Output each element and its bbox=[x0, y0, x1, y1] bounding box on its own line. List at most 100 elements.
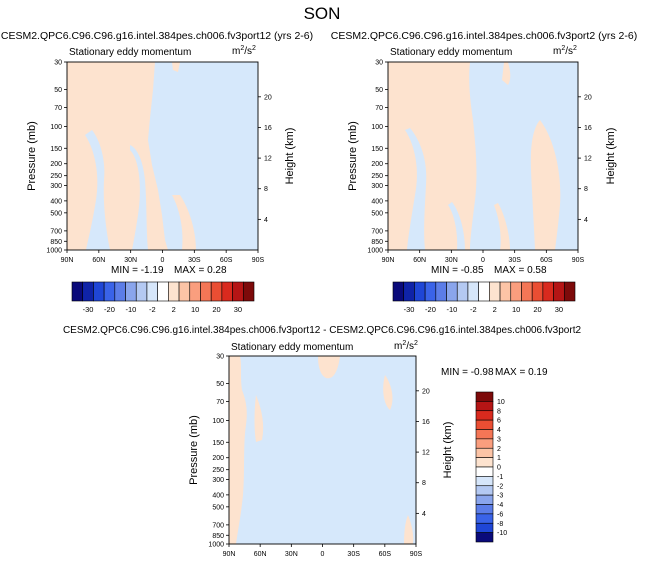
panel-1-xtick-label: 30N bbox=[124, 257, 137, 264]
panel-2-colorbar-box bbox=[456, 281, 469, 302]
panel-1-xtick-label: 60N bbox=[92, 257, 105, 264]
panel-1-colorbar: -30 -20 -10 -2 2 10 20 30 bbox=[71, 281, 255, 314]
panel-2-colorbar-label: 10 bbox=[512, 305, 520, 314]
panel-1-colorbar-box bbox=[135, 281, 148, 302]
panel-2-colorbar-box bbox=[424, 281, 437, 302]
panel-2-plot-area bbox=[387, 61, 579, 251]
panel-2-colorbar-box bbox=[489, 281, 501, 302]
panel-1-colorbar-box bbox=[200, 281, 212, 302]
page-title: SON bbox=[304, 4, 341, 23]
panel-3-colorbar-box bbox=[475, 494, 494, 505]
panel-1-colorbar-box bbox=[168, 281, 180, 302]
panel-3-y2tick-label: 16 bbox=[422, 419, 430, 426]
panel-2-ytick-label: 100 bbox=[371, 124, 383, 131]
panel-3-ytick-label: 1000 bbox=[208, 542, 224, 549]
panel-2-colorbar-box bbox=[531, 281, 544, 302]
panel-3-colorbar-box bbox=[475, 513, 494, 524]
panel-3-y2tick-label: 12 bbox=[422, 450, 430, 457]
panel-3-min: MIN = -0.98 bbox=[441, 367, 494, 378]
panel-2-ytick-label: 1000 bbox=[367, 248, 383, 255]
panel-1-xtick-label: 90S bbox=[252, 257, 265, 264]
panel-2-ytick-label: 150 bbox=[371, 146, 383, 153]
panel-3-colorbar-label: 0 bbox=[497, 465, 501, 472]
panel-3-ylabel: Pressure (mb) bbox=[188, 415, 200, 485]
panel-2-colorbar-box bbox=[563, 281, 576, 302]
panel-3-colorbar-box bbox=[475, 504, 494, 515]
panel-2-colorbar-box bbox=[553, 281, 565, 302]
panel-1-title: CESM2.QPC6.C96.C96.g16.intel.384pes.ch00… bbox=[1, 30, 313, 42]
panel-2-colorbar-box bbox=[510, 281, 522, 302]
panel-1: CESM2.QPC6.C96.C96.g16.intel.384pes.ch00… bbox=[1, 30, 313, 314]
panel-2-ytick-label: 70 bbox=[375, 105, 383, 112]
panel-3-xtick-label: 60S bbox=[379, 551, 392, 558]
panel-1-plot-area bbox=[66, 61, 259, 251]
panel-2-colorbar-box bbox=[499, 281, 512, 302]
panel-1-ytick-label: 100 bbox=[50, 124, 62, 131]
panel-2-y2-ticks: 20 16 12 8 4 bbox=[578, 94, 592, 224]
panel-1-colorbar-box bbox=[125, 281, 137, 302]
panel-2-y-ticks: 30 50 70 100 150 200 250 300 400 500 700 850 1000 bbox=[367, 60, 388, 255]
panel-1-y-ticks: 30 50 70 100 150 200 250 300 400 500 700 850 1000 bbox=[46, 60, 67, 255]
panel-3-y2tick-label: 4 bbox=[422, 511, 426, 518]
panel-3-colorbar-box bbox=[475, 485, 494, 496]
panel-3-xtick-label: 90N bbox=[223, 551, 236, 558]
panel-1-y2tick-label: 16 bbox=[264, 125, 272, 132]
panel-1-field-positive-patch2 bbox=[172, 62, 180, 72]
panel-1-ytick-label: 850 bbox=[50, 239, 62, 246]
panel-2-xtick-label: 30N bbox=[445, 257, 458, 264]
panel-1-ytick-label: 300 bbox=[50, 183, 62, 190]
panel-1-colorbar-box bbox=[242, 281, 255, 302]
panel-2-ytick-label: 500 bbox=[371, 210, 383, 217]
panel-3-colorbar-label: 4 bbox=[497, 427, 501, 434]
panel-3-max: MAX = 0.19 bbox=[495, 367, 548, 378]
panel-1-colorbar-label: -20 bbox=[104, 305, 115, 314]
panel-3-colorbar-label: -3 bbox=[497, 493, 503, 500]
panel-1-subtitle: Stationary eddy momentum bbox=[69, 47, 191, 58]
panel-2-colorbar-label: -20 bbox=[425, 305, 436, 314]
panel-2-colorbar-label: -10 bbox=[446, 305, 457, 314]
panel-1-colorbar-label: 30 bbox=[234, 305, 242, 314]
panel-2: CESM2.QPC6.C96.C96.g16.intel.384pes.ch00… bbox=[331, 30, 637, 314]
panel-2-colorbar-label: 2 bbox=[493, 305, 497, 314]
panel-3-colorbar-label: 8 bbox=[497, 408, 501, 415]
panel-2-colorbar-box bbox=[467, 281, 479, 302]
panel-2-colorbar: -30 -20 -10 -2 2 10 20 30 bbox=[392, 281, 576, 314]
panel-2-colorbar-box bbox=[521, 281, 533, 302]
panel-2-y2tick-label: 16 bbox=[584, 125, 592, 132]
panel-1-colorbar-box bbox=[221, 281, 233, 302]
panel-1-xtick-label: 60S bbox=[220, 257, 233, 264]
panel-2-field-positive-patch bbox=[502, 62, 511, 85]
panel-3-ytick-label: 300 bbox=[212, 477, 224, 484]
panel-2-title: CESM2.QPC6.C96.C96.g16.intel.384pes.ch00… bbox=[331, 30, 637, 42]
panel-3-colorbar-label: 3 bbox=[497, 436, 501, 443]
panel-2-y2tick-label: 20 bbox=[584, 94, 592, 101]
panel-3-field-positive-patch bbox=[254, 395, 264, 442]
panel-1-colorbar-box bbox=[114, 281, 126, 302]
panel-1-ytick-label: 500 bbox=[50, 210, 62, 217]
panel-1-colorbar-box bbox=[82, 281, 94, 302]
panel-3-y2label: Height (km) bbox=[442, 422, 454, 479]
panel-1-colorbar-label: -30 bbox=[83, 305, 94, 314]
panel-2-y2tick-label: 4 bbox=[584, 217, 588, 224]
panel-3-y2tick-label: 8 bbox=[422, 480, 426, 487]
panel-2-ytick-label: 700 bbox=[371, 228, 383, 235]
panel-2-field-positive-patch2 bbox=[530, 120, 561, 250]
panel-1-ytick-label: 250 bbox=[50, 173, 62, 180]
panel-1-colorbar-box bbox=[232, 281, 244, 302]
panel-3-y2tick-label: 20 bbox=[422, 388, 430, 395]
panel-2-xtick-label: 90N bbox=[382, 257, 395, 264]
panel-1-y2tick-label: 4 bbox=[264, 217, 268, 224]
panel-1-ylabel: Pressure (mb) bbox=[26, 121, 38, 191]
panel-2-ytick-label: 30 bbox=[375, 60, 383, 67]
panel-1-colorbar-box bbox=[210, 281, 223, 302]
panel-3-units: m2/s2 bbox=[394, 340, 418, 352]
panel-3-ytick-label: 700 bbox=[212, 522, 224, 529]
panel-2-y2label: Height (km) bbox=[605, 128, 617, 185]
panel-2-field-negative-patch2 bbox=[448, 202, 465, 250]
panel-3: CESM2.QPC6.C96.C96.g16.intel.384pes.ch00… bbox=[63, 325, 582, 558]
panel-2-colorbar-box bbox=[478, 281, 490, 302]
panel-1-ytick-label: 30 bbox=[54, 60, 62, 67]
panel-1-colorbar-box bbox=[146, 281, 158, 302]
panel-2-xtick-label: 0 bbox=[481, 257, 485, 264]
